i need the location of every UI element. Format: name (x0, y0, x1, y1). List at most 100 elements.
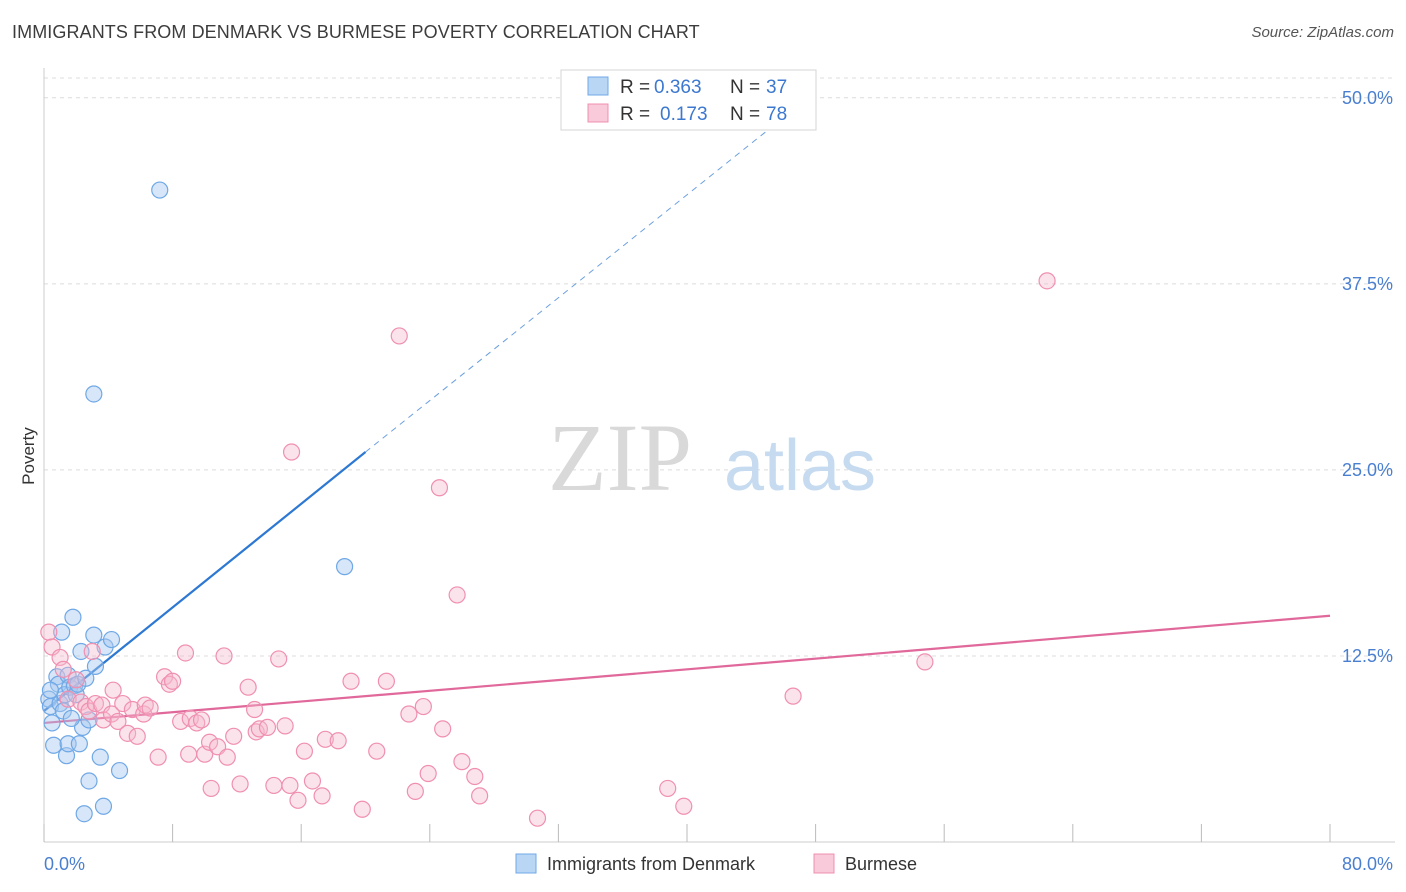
point-burmese (281, 776, 299, 795)
point-burmese (215, 647, 233, 665)
point-burmese (295, 742, 314, 760)
point-burmese (390, 327, 408, 345)
point-denmark (62, 709, 80, 728)
point-burmese (114, 694, 132, 713)
point-burmese (118, 724, 137, 742)
point-burmese (200, 733, 219, 751)
x-tick-label: 80.0% (1342, 854, 1393, 874)
point-burmese (83, 642, 101, 661)
point-burmese (54, 660, 72, 678)
watermark: ZIP atlas (548, 404, 876, 511)
point-burmese (466, 767, 484, 786)
point-burmese (353, 800, 371, 818)
watermark-atlas: atlas (724, 426, 876, 506)
stats-n-label: N = (730, 104, 760, 125)
stats-r-value: 0.363 (654, 77, 702, 98)
point-burmese (192, 711, 211, 729)
stats-n-label: N = (730, 77, 760, 98)
point-denmark (75, 805, 93, 823)
gridlines (44, 77, 1395, 657)
point-burmese (916, 653, 934, 671)
trend-line-denmark-extension (365, 130, 768, 453)
trend-line-burmese (43, 614, 1331, 725)
point-burmese (303, 772, 322, 790)
point-denmark (336, 558, 354, 576)
point-burmese (123, 700, 142, 719)
point-burmese (86, 694, 105, 713)
point-burmese (176, 644, 195, 662)
stats-r-label: R = (620, 77, 650, 98)
legend-swatch-burmese (813, 853, 835, 874)
series-legend: Immigrants from Denmark Burmese (515, 853, 917, 874)
point-burmese (149, 748, 167, 766)
point-denmark (80, 711, 98, 729)
point-burmese (1038, 272, 1056, 290)
trend-lines (43, 130, 1331, 725)
point-burmese (471, 787, 489, 805)
point-denmark (53, 623, 71, 641)
point-burmese (164, 672, 182, 690)
point-burmese (180, 745, 198, 763)
point-burmese (276, 717, 294, 735)
point-denmark (151, 181, 169, 199)
point-denmark (86, 657, 105, 675)
point-denmark (43, 714, 61, 732)
point-denmark (85, 385, 103, 403)
point-burmese (109, 712, 127, 731)
point-denmark (64, 608, 82, 626)
stats-n-value: 78 (766, 104, 787, 125)
point-burmese (528, 809, 547, 827)
point-burmese (247, 723, 265, 741)
stats-swatch-burmese (587, 103, 609, 123)
point-burmese (342, 672, 360, 690)
point-burmese (329, 732, 347, 750)
point-burmese (675, 797, 693, 815)
y-tick-label: 37.5% (1342, 274, 1393, 294)
y-axis-label: Poverty (19, 427, 38, 485)
axes: 12.5% 25.0% 37.5% 50.0% 0.0% 80.0% (43, 68, 1395, 874)
stats-r-value: 0.173 (660, 104, 708, 125)
point-burmese (231, 775, 249, 793)
point-burmese (141, 699, 159, 717)
point-burmese (245, 700, 264, 719)
source-credit: Source: ZipAtlas.com (1251, 24, 1394, 41)
point-burmese (270, 650, 288, 668)
legend-swatch-denmark (515, 853, 537, 874)
point-burmese (368, 742, 386, 760)
point-denmark (70, 735, 88, 753)
point-burmese (218, 748, 236, 766)
point-burmese (282, 443, 301, 461)
point-denmark (94, 797, 113, 815)
stats-swatch-denmark (587, 76, 609, 96)
point-burmese (430, 479, 449, 497)
chart-title: IMMIGRANTS FROM DENMARK VS BURMESE POVER… (12, 22, 700, 42)
point-burmese (67, 671, 85, 689)
point-burmese (289, 791, 307, 809)
point-burmese (40, 623, 58, 641)
point-burmese (448, 586, 466, 604)
point-burmese (406, 782, 424, 800)
point-burmese (659, 779, 677, 798)
point-denmark (110, 761, 129, 780)
legend-label-burmese: Burmese (845, 854, 917, 874)
y-tick-label: 50.0% (1342, 88, 1393, 108)
point-denmark (41, 681, 60, 699)
point-burmese (136, 696, 154, 714)
point-burmese (104, 681, 122, 699)
watermark-zip: ZIP (548, 404, 692, 511)
data-points (40, 181, 1056, 827)
point-burmese (225, 727, 243, 745)
point-burmese (313, 787, 331, 805)
stats-n-value: 37 (766, 77, 787, 98)
point-burmese (59, 690, 77, 708)
stats-r-label: R = (620, 104, 650, 125)
y-tick-label: 25.0% (1342, 460, 1393, 480)
x-tick-label: 0.0% (44, 854, 85, 874)
point-burmese (400, 705, 418, 723)
point-denmark (102, 630, 121, 649)
point-burmese (265, 776, 283, 795)
point-burmese (419, 764, 437, 783)
point-burmese (188, 714, 206, 732)
point-burmese (239, 678, 257, 696)
point-burmese (784, 687, 802, 705)
